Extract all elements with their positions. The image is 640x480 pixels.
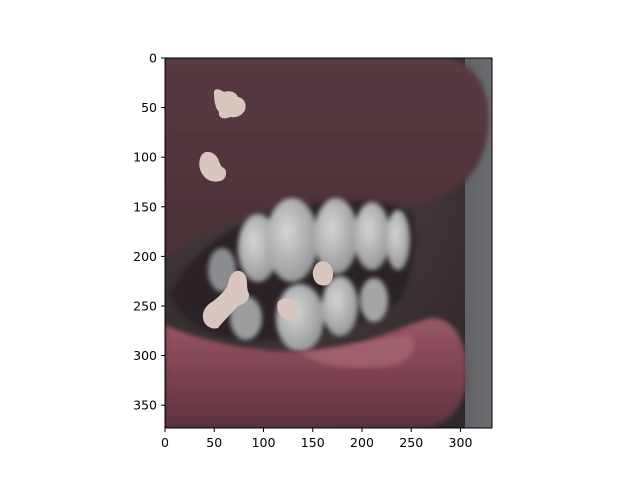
y-axis: 0 50 100 150 200 250 300 350 bbox=[133, 51, 165, 413]
spot-mark bbox=[199, 151, 227, 182]
x-tick-label: 50 bbox=[206, 435, 222, 450]
x-tick-label: 100 bbox=[252, 435, 276, 450]
y-tick-label: 200 bbox=[133, 249, 157, 264]
spot-mark bbox=[202, 270, 250, 329]
axes-frame bbox=[164, 57, 493, 429]
x-tick-label: 0 bbox=[161, 435, 169, 450]
spot-marks bbox=[199, 89, 333, 329]
y-tick-label: 100 bbox=[133, 150, 157, 165]
y-tick-label: 0 bbox=[149, 51, 157, 66]
y-tick-label: 300 bbox=[133, 348, 157, 363]
x-axis: 0 50 100 150 200 250 300 bbox=[161, 428, 472, 450]
upper-teeth bbox=[208, 198, 410, 292]
x-tick-label: 200 bbox=[350, 435, 374, 450]
lower-lip-highlight bbox=[300, 335, 415, 368]
photo bbox=[165, 58, 492, 428]
y-tick-label: 250 bbox=[133, 298, 157, 313]
y-tick-label: 50 bbox=[141, 100, 157, 115]
spot-mark bbox=[277, 298, 299, 321]
y-tick-label: 350 bbox=[133, 398, 157, 413]
x-tick-label: 250 bbox=[399, 435, 423, 450]
y-tick-label: 150 bbox=[133, 199, 157, 214]
x-tick-label: 150 bbox=[301, 435, 325, 450]
spot-mark bbox=[214, 89, 246, 119]
upper-lip bbox=[165, 58, 489, 260]
spot-mark bbox=[312, 261, 333, 286]
x-tick-label: 300 bbox=[449, 435, 473, 450]
